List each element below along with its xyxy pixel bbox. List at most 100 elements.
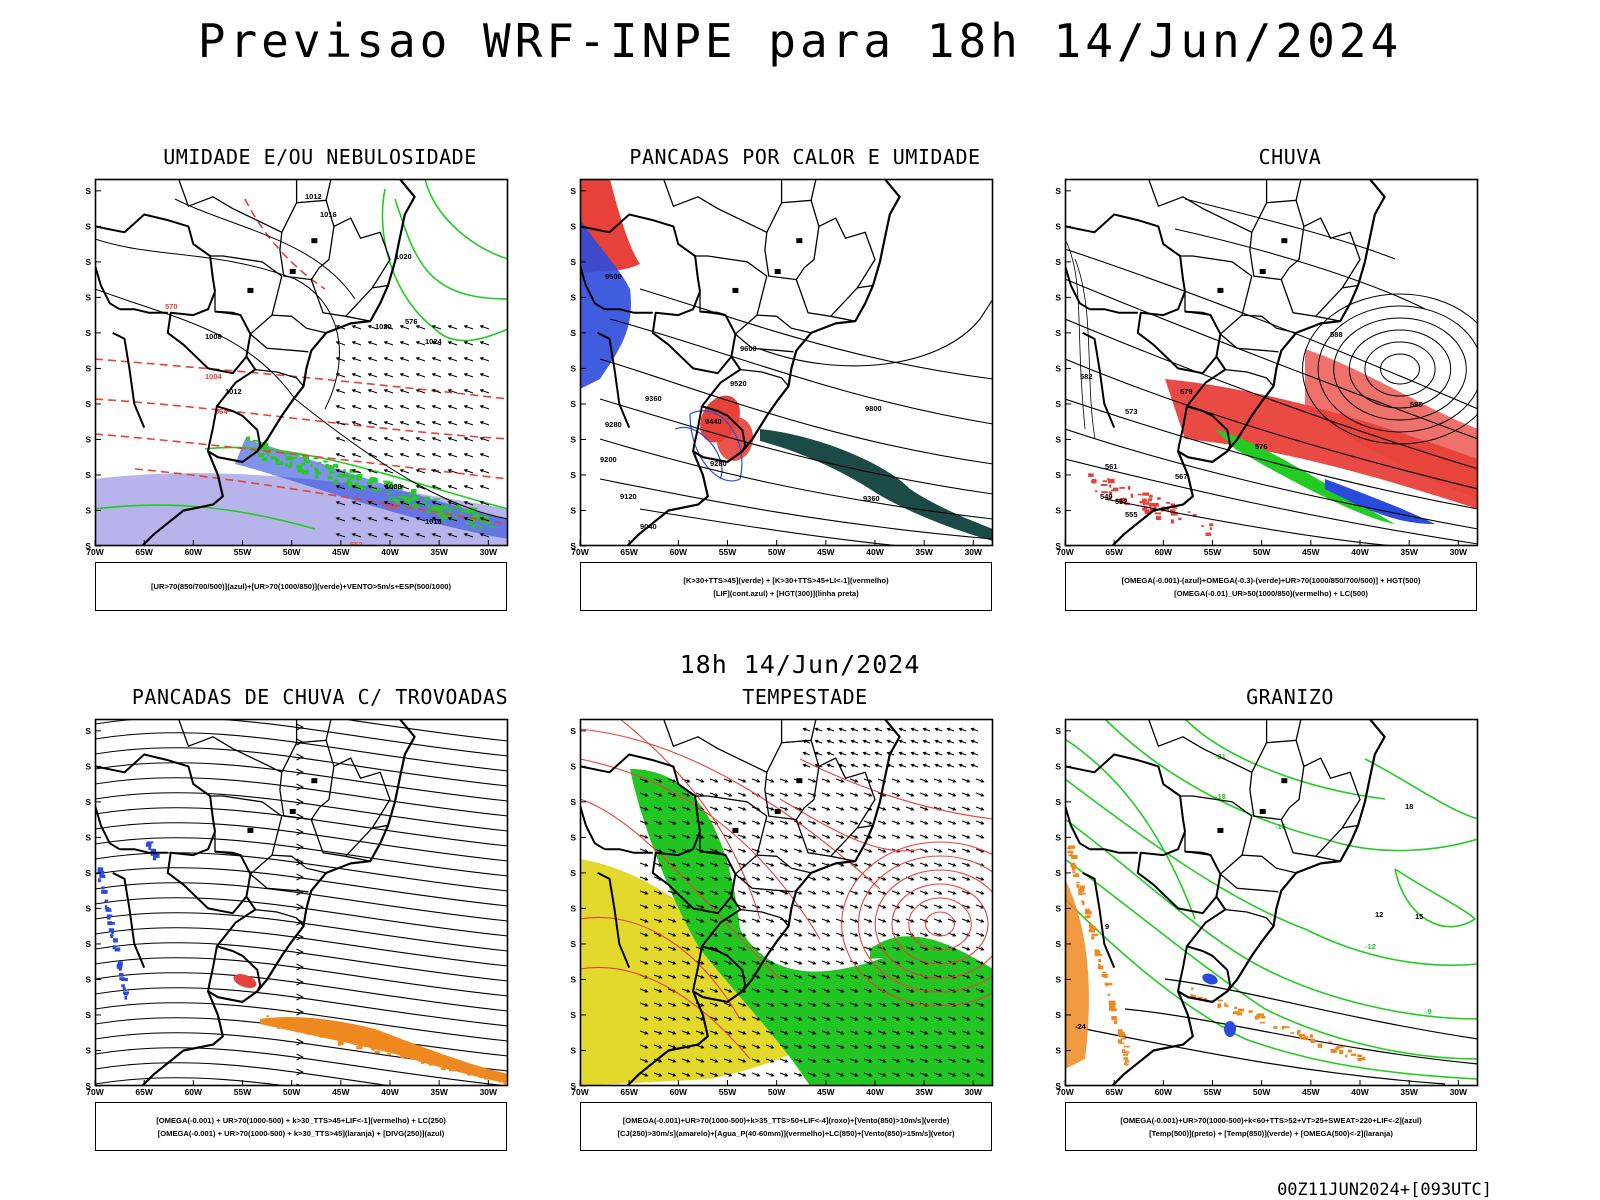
contour-label: -12 [1365,942,1376,951]
lat-tick-label: 39S [85,505,91,515]
lat-tick-label: 42S [85,1081,91,1091]
contour-label: 552 [350,540,363,549]
lon-tick-label: 70W [571,547,589,557]
lon-tick-label: 55W [1204,1087,1222,1097]
lon-tick-label: 50W [768,1087,786,1097]
contour-label: 9120 [620,492,637,501]
contour-label: 9280 [605,420,622,429]
panel-pancadas-trovoadas: PANCADAS DE CHUVA C/ TROVOADAS 12S 15S 18S 2… [85,685,555,1155]
lat-tick-label: 24S [85,868,91,878]
main-title: Previsao WRF-INPE para 18h 14/Jun/2024 [197,14,1403,68]
lat-tick-label: 33S [85,434,91,444]
panel-legend: [OMEGA(-0.001) + UR>70(1000-500) + k>30_… [95,1102,507,1151]
lon-tick-label: 65W [620,1087,638,1097]
map-pancadas-calor: 9600952094409360928092009120904098009500… [570,178,994,557]
panel-legend: [OMEGA(-0.001)-(azul)+OMEGA(-0.3)-(verde… [1065,562,1477,611]
lat-tick-label: 21S [570,292,576,302]
contour-label: 12 [1375,910,1383,919]
panel-title: CHUVA [1258,145,1322,169]
lon-tick-label: 30W [480,1087,498,1097]
lat-tick-label: 39S [1055,505,1061,515]
lon-tick-label: 55W [719,547,737,557]
lat-tick-label: 30S [570,939,576,949]
lon-tick-label: 45W [1302,1087,1320,1097]
lon-tick-label: 60W [670,547,688,557]
lat-tick-label: 39S [570,505,576,515]
lon-tick-label: 35W [1400,1087,1418,1097]
lat-tick-label: 30S [570,399,576,409]
lon-tick-label: 65W [620,547,638,557]
lon-tick-label: 50W [1253,547,1271,557]
lon-tick-label: 55W [234,547,252,557]
lon-tick-label: 35W [915,547,933,557]
lon-tick-label: 45W [817,1087,835,1097]
lat-tick-label: 27S [1055,903,1061,913]
legend-line: [UR>70(850/700/500)](azul)+[UR>70(1000/8… [151,582,451,591]
legend-line: [OMEGA(-0.001)+UR>70(1000-500)+k>35_TTS>… [622,1115,950,1125]
contour-label: 9500 [605,272,622,281]
panel-title: TEMPESTADE [742,685,868,709]
contour-label: 9440 [705,417,722,426]
lon-tick-label: 40W [1351,547,1369,557]
contour-label: 9200 [600,455,617,464]
lon-tick-label: 65W [1105,547,1123,557]
lon-tick-label: 60W [670,1087,688,1097]
lon-tick-label: 70W [1056,547,1074,557]
lat-tick-label: 24S [85,328,91,338]
lat-tick-label: 30S [1055,939,1061,949]
lat-tick-label: 24S [570,868,576,878]
lat-tick-label: 30S [85,399,91,409]
lat-tick-label: 27S [570,363,576,373]
lat-tick-label: 12S [570,726,576,736]
contour-label: -15 [1275,822,1286,831]
lon-tick-label: 35W [915,1087,933,1097]
lon-tick-label: 50W [1253,1087,1271,1097]
lon-tick-label: 60W [185,547,203,557]
panel-legend: [K>30+TTS>45](verde) + [K>30+TTS>45+LI<-… [580,562,992,611]
lat-tick-label: 42S [570,541,576,551]
lat-tick-label: 39S [85,1045,91,1055]
lat-tick-label: 12S [570,186,576,196]
contour-label: 1020 [375,322,392,331]
contour-label: 1024 [425,337,443,346]
contour-label: 1016 [425,517,442,526]
contour-label: -9 [1425,1007,1432,1016]
lat-tick-label: 33S [85,974,91,984]
contour-label: 9 [1105,922,1109,931]
lon-tick-label: 65W [135,1087,153,1097]
lat-tick-label: 24S [1055,328,1061,338]
panel-legend: [OMEGA(-0.001)+UR>70(1000-500)+k<60+TTS>… [1065,1102,1477,1151]
lat-tick-label: 18S [85,797,91,807]
lat-tick-label: 36S [570,1010,576,1020]
contour-label: 9360 [645,394,662,403]
legend-line: [K>30+TTS>45](verde) + [K>30+TTS>45+LI<-… [683,575,889,585]
contour-label: 567 [1175,472,1188,481]
lat-tick-label: 21S [1055,832,1061,842]
lat-tick-label: 42S [570,1081,576,1091]
contour-label: 1012 [305,192,322,201]
lat-tick-label: 27S [85,363,91,373]
lat-tick-label: 21S [1055,292,1061,302]
lat-tick-label: 15S [570,221,576,231]
contour-label: 9360 [863,494,880,503]
contour-label: 9800 [865,404,882,413]
legend-line: [OMEGA(-0.001)-(azul)+OMEGA(-0.3)-(verde… [1121,575,1421,585]
lon-tick-label: 55W [719,1087,737,1097]
lat-tick-label: 12S [1055,726,1061,736]
lat-tick-label: 36S [1055,1010,1061,1020]
lat-tick-label: 39S [1055,1045,1061,1055]
contour-label: 1012 [225,387,242,396]
contour-label: 561 [1105,462,1118,471]
lat-tick-label: 18S [570,257,576,267]
lat-tick-label: 15S [1055,761,1061,771]
contour-label: 555 [1125,510,1138,519]
legend-line: [OMEGA(-0.001)+UR>70(1000-500)+k<60+TTS>… [1120,1115,1422,1125]
lon-tick-label: 40W [866,1087,884,1097]
lon-tick-label: 30W [480,547,498,557]
lon-tick-label: 60W [1155,1087,1173,1097]
lat-tick-label: 24S [570,328,576,338]
lat-tick-label: 27S [570,903,576,913]
map-pancadas-trovoadas: 12S 15S 18S 21S 24S 27S 30S 33S 36S 39S 42S70W 65W 6… [85,718,509,1097]
lat-tick-label: 18S [570,797,576,807]
lon-tick-label: 50W [768,547,786,557]
